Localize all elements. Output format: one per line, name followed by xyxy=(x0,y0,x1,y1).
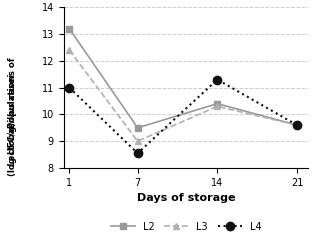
X-axis label: Days of storage: Days of storage xyxy=(137,193,235,203)
Text: (log UFC/g): (log UFC/g) xyxy=(8,122,17,176)
Text: Populations of: Populations of xyxy=(8,54,17,128)
Text: Lactobacillus casei: Lactobacillus casei xyxy=(8,74,17,166)
Legend: L2, L3, L4: L2, L3, L4 xyxy=(107,218,265,235)
